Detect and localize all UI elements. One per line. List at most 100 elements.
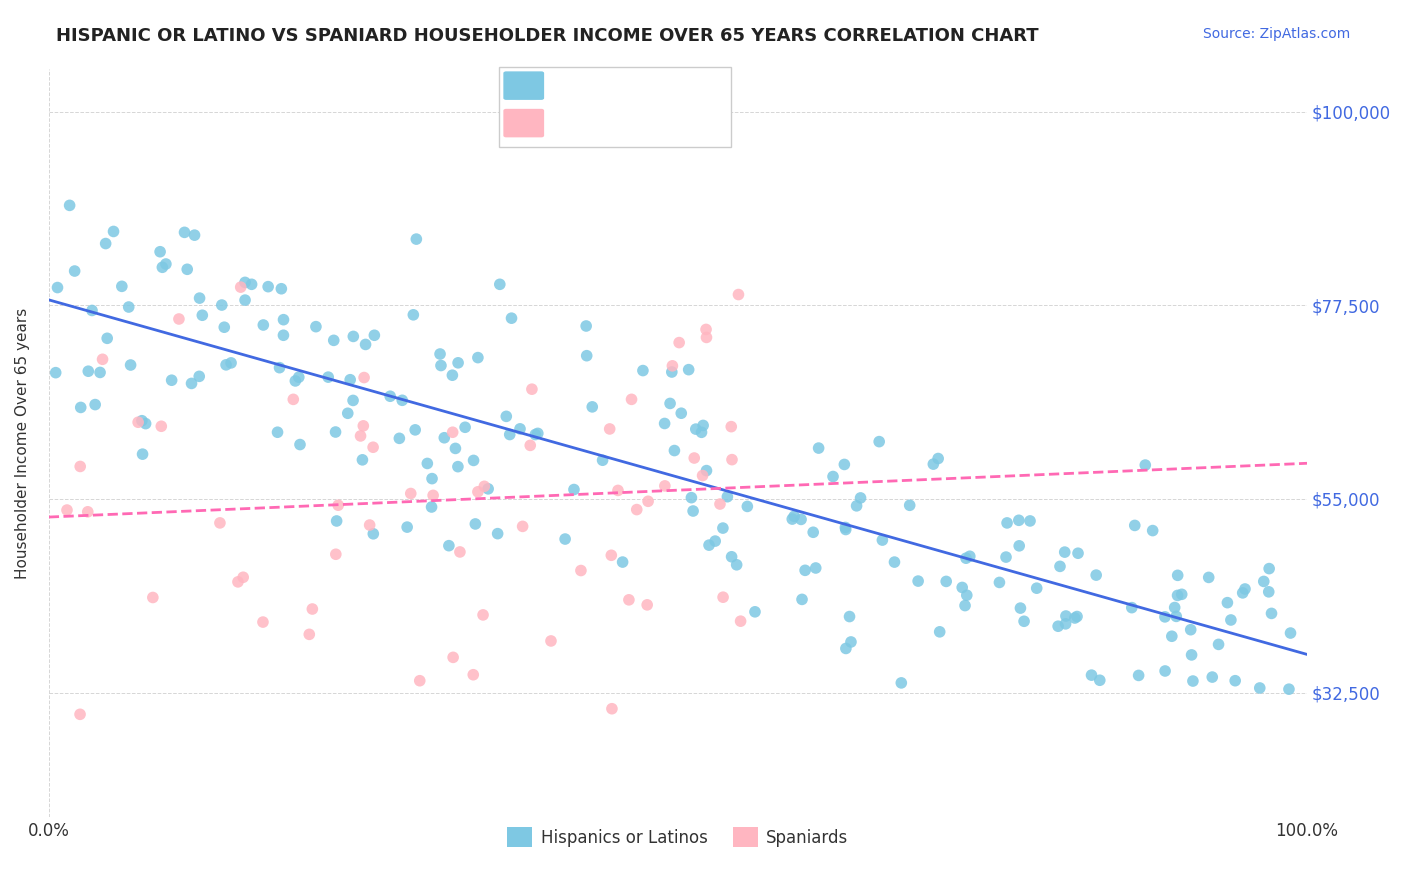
- Point: [682, 504, 704, 518]
- Point: [232, 570, 254, 584]
- Point: [1154, 664, 1177, 678]
- Point: [692, 418, 714, 433]
- Point: [149, 244, 172, 259]
- Point: [1025, 581, 1047, 595]
- Point: [273, 312, 295, 326]
- Point: [467, 351, 489, 365]
- Point: [252, 615, 274, 629]
- Point: [215, 358, 238, 372]
- Text: 0.010: 0.010: [591, 112, 641, 129]
- Point: [160, 373, 183, 387]
- Point: [956, 588, 979, 602]
- Point: [727, 287, 749, 301]
- Point: [1216, 596, 1239, 610]
- Point: [953, 599, 976, 613]
- Text: HISPANIC OR LATINO VS SPANIARD HOUSEHOLDER INCOME OVER 65 YEARS CORRELATION CHAR: HISPANIC OR LATINO VS SPANIARD HOUSEHOLD…: [56, 27, 1039, 45]
- Point: [441, 650, 464, 665]
- Text: 61: 61: [686, 112, 709, 129]
- Point: [467, 484, 489, 499]
- Point: [636, 598, 658, 612]
- Point: [127, 415, 149, 429]
- Point: [214, 320, 236, 334]
- Point: [499, 427, 522, 442]
- Point: [142, 591, 165, 605]
- Point: [1128, 668, 1150, 682]
- Point: [1225, 673, 1247, 688]
- Point: [907, 574, 929, 588]
- Point: [1054, 616, 1077, 631]
- Point: [1054, 609, 1077, 624]
- Point: [1067, 546, 1090, 560]
- Point: [1160, 629, 1182, 643]
- Point: [1008, 539, 1031, 553]
- Point: [1049, 559, 1071, 574]
- Point: [540, 634, 562, 648]
- Point: [744, 605, 766, 619]
- Point: [405, 232, 427, 246]
- Point: [637, 494, 659, 508]
- Point: [935, 574, 957, 589]
- Point: [288, 437, 311, 451]
- Point: [118, 300, 141, 314]
- Point: [396, 520, 419, 534]
- Point: [1260, 607, 1282, 621]
- Point: [1142, 524, 1164, 538]
- Point: [444, 442, 467, 456]
- Point: [270, 282, 292, 296]
- Point: [363, 526, 385, 541]
- Point: [84, 398, 107, 412]
- Point: [298, 627, 321, 641]
- Point: [1163, 600, 1185, 615]
- Point: [600, 549, 623, 563]
- Text: 201: 201: [686, 76, 720, 94]
- Point: [229, 280, 252, 294]
- Point: [283, 392, 305, 407]
- Point: [1253, 574, 1275, 589]
- Point: [661, 359, 683, 373]
- Point: [1167, 589, 1189, 603]
- Point: [527, 426, 550, 441]
- Point: [737, 500, 759, 514]
- Point: [654, 417, 676, 431]
- Point: [581, 400, 603, 414]
- Point: [1121, 600, 1143, 615]
- Point: [683, 450, 706, 465]
- Point: [449, 545, 471, 559]
- Point: [322, 334, 344, 348]
- Point: [959, 549, 981, 564]
- Point: [1085, 568, 1108, 582]
- Point: [336, 406, 359, 420]
- Point: [45, 366, 67, 380]
- Point: [111, 279, 134, 293]
- Point: [569, 564, 592, 578]
- Point: [361, 440, 384, 454]
- Point: [821, 469, 844, 483]
- Point: [69, 401, 91, 415]
- Point: [790, 592, 813, 607]
- Point: [380, 389, 402, 403]
- Point: [1232, 586, 1254, 600]
- Point: [890, 676, 912, 690]
- Point: [447, 356, 470, 370]
- Point: [488, 277, 510, 292]
- Point: [46, 280, 69, 294]
- Point: [1233, 582, 1256, 596]
- Y-axis label: Householder Income Over 65 years: Householder Income Over 65 years: [15, 308, 30, 579]
- Point: [339, 373, 361, 387]
- Point: [1080, 668, 1102, 682]
- Point: [692, 468, 714, 483]
- Point: [995, 516, 1018, 530]
- Point: [519, 438, 541, 452]
- Text: N =: N =: [647, 112, 686, 129]
- Point: [420, 500, 443, 514]
- Point: [835, 523, 858, 537]
- Point: [472, 479, 495, 493]
- Point: [463, 453, 485, 467]
- Point: [1066, 609, 1088, 624]
- Point: [1008, 513, 1031, 527]
- Point: [233, 293, 256, 307]
- Point: [804, 561, 827, 575]
- Point: [391, 393, 413, 408]
- Point: [849, 491, 872, 505]
- Point: [1278, 682, 1301, 697]
